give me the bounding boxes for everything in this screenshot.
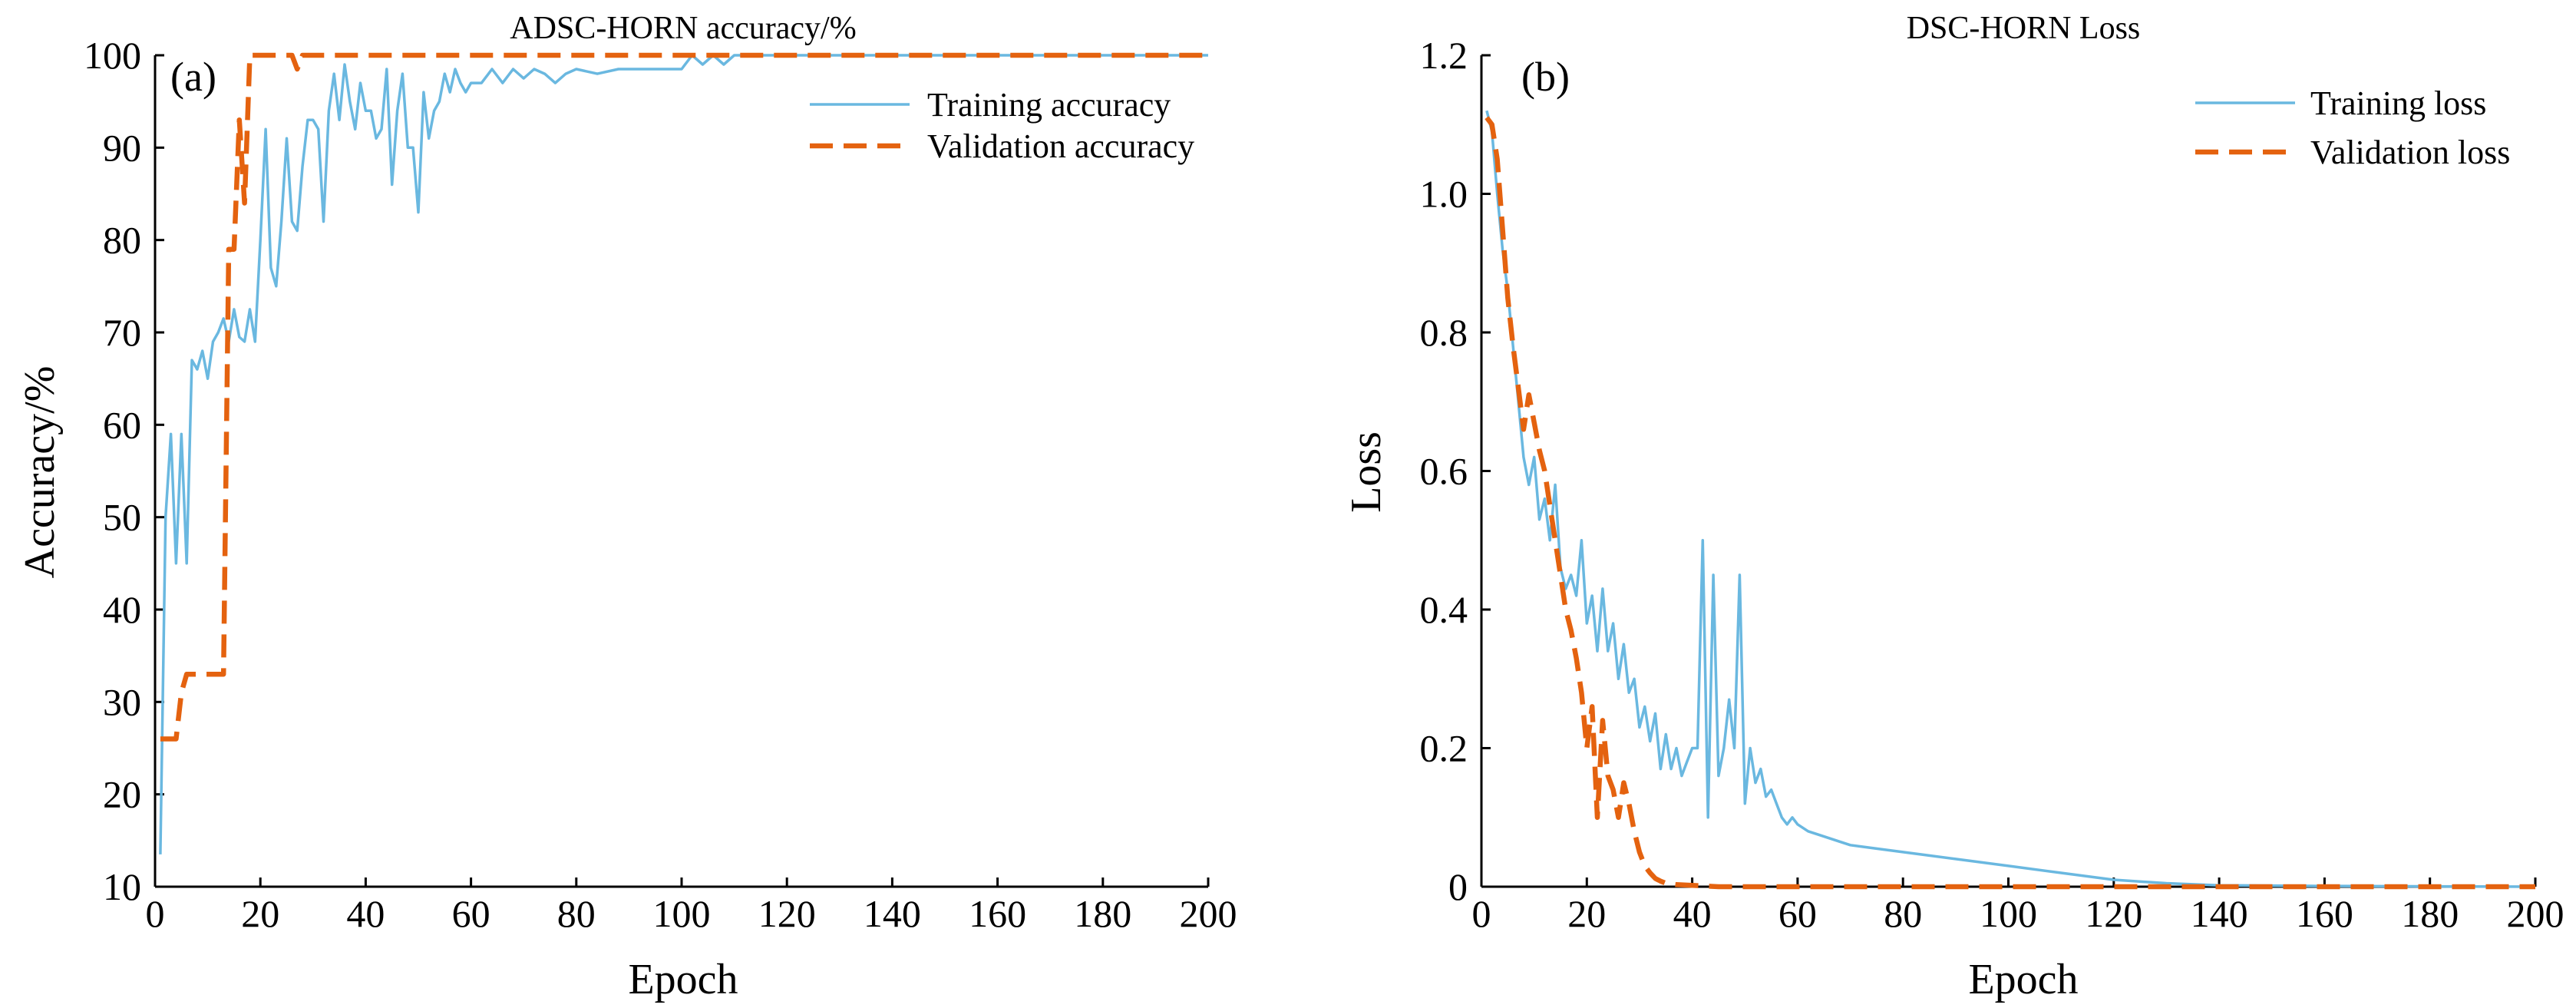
x-tick-label: 120 xyxy=(2085,892,2142,935)
y-tick-label: 80 xyxy=(103,219,141,262)
y-axis-label: Accuracy/% xyxy=(16,366,64,579)
x-tick-label: 80 xyxy=(557,892,596,935)
x-tick-label: 40 xyxy=(1673,892,1712,935)
y-tick-label: 0.2 xyxy=(1420,727,1468,770)
y-tick-label: 100 xyxy=(84,34,141,77)
x-tick-label: 120 xyxy=(758,892,816,935)
legend-label-validation: Validation accuracy xyxy=(927,127,1194,165)
y-tick-label: 60 xyxy=(103,403,141,446)
y-tick-label: 0.6 xyxy=(1420,450,1468,493)
axes: 0 20 40 60 80 100 120 140 160 180 200 0 0.2 0.4 0.6 0.8… xyxy=(1420,34,2564,935)
legend-label-training: Training accuracy xyxy=(927,86,1171,124)
x-tick-label: 20 xyxy=(1567,892,1606,935)
panel-accuracy: ADSC-HORN accuracy/% (a) Epoch Accuracy/… xyxy=(16,11,1237,1003)
x-tick-label: 80 xyxy=(1884,892,1922,935)
x-tick-label: 140 xyxy=(2191,892,2248,935)
panel-label: (a) xyxy=(170,54,216,100)
y-tick-label: 0.8 xyxy=(1420,311,1468,354)
x-tick-label: 20 xyxy=(241,892,279,935)
y-tick-label: 30 xyxy=(103,680,141,723)
x-tick-label: 40 xyxy=(346,892,385,935)
x-tick-label: 160 xyxy=(969,892,1026,935)
x-tick-label: 60 xyxy=(1778,892,1817,935)
x-tick-label: 180 xyxy=(1074,892,1131,935)
axes: 0 20 40 60 80 100 120 140 160 180 200 10 20 30 40 50 60 7… xyxy=(84,34,1237,935)
y-tick-label: 20 xyxy=(103,773,141,816)
y-tick-label: 1.2 xyxy=(1420,34,1468,77)
chart-title: ADSC-HORN accuracy/% xyxy=(510,11,856,46)
legend-label-validation: Validation loss xyxy=(2310,134,2510,171)
y-tick-label: 0 xyxy=(1448,865,1468,908)
legend: Training accuracy Validation accuracy xyxy=(810,86,1194,165)
x-tick-label: 100 xyxy=(653,892,711,935)
chart-title: DSC-HORN Loss xyxy=(1907,11,2141,46)
panel-loss: DSC-HORN Loss (b) Epoch Loss 0 20 40 60 80 10… xyxy=(1342,11,2564,1003)
series-line-training xyxy=(1485,110,2536,888)
x-tick-label: 160 xyxy=(2296,892,2353,935)
x-tick-label: 0 xyxy=(146,892,165,935)
x-tick-label: 180 xyxy=(2401,892,2459,935)
y-tick-label: 10 xyxy=(103,865,141,908)
x-tick-label: 200 xyxy=(2507,892,2564,935)
x-axis-label: Epoch xyxy=(1968,956,2078,1003)
y-tick-label: 0.4 xyxy=(1420,588,1468,631)
panel-label: (b) xyxy=(1521,54,1570,100)
y-axis-label: Loss xyxy=(1342,431,1390,513)
y-tick-label: 1.0 xyxy=(1420,173,1468,216)
x-tick-label: 100 xyxy=(1980,892,2037,935)
y-tick-label: 90 xyxy=(103,126,141,169)
y-tick-label: 40 xyxy=(103,588,141,631)
x-tick-label: 0 xyxy=(1472,892,1491,935)
series-line-training xyxy=(159,54,1208,854)
x-tick-label: 60 xyxy=(452,892,490,935)
plot-series xyxy=(1485,110,2536,890)
x-axis-label: Epoch xyxy=(628,956,738,1003)
series-line-validation xyxy=(1485,116,2535,890)
x-tick-label: 140 xyxy=(864,892,921,935)
legend: Training loss Validation loss xyxy=(2195,84,2510,171)
y-tick-label: 70 xyxy=(103,311,141,354)
x-tick-label: 200 xyxy=(1180,892,1237,935)
plot-series xyxy=(159,52,1208,854)
legend-label-training: Training loss xyxy=(2310,84,2486,122)
y-tick-label: 50 xyxy=(103,496,141,539)
